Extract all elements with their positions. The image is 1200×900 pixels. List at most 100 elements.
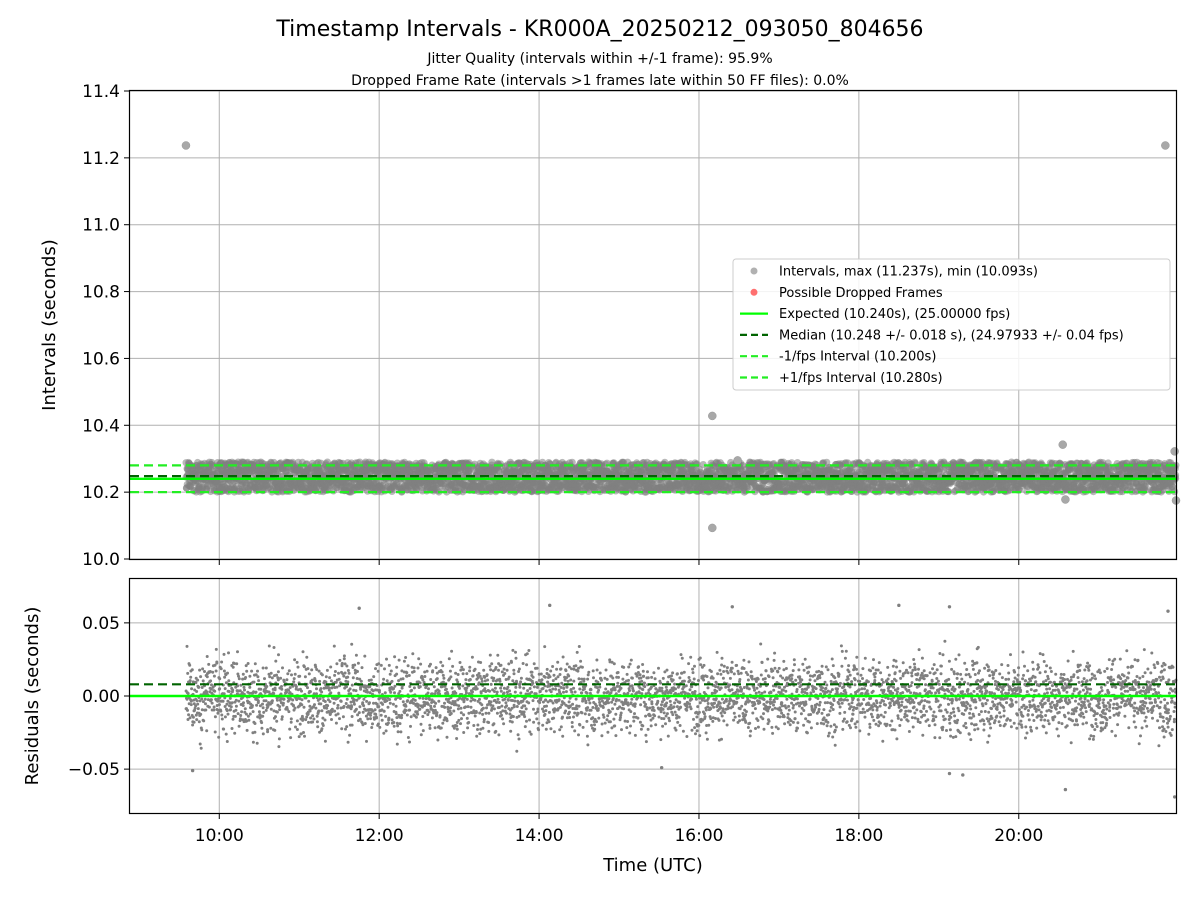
- residual-point: [294, 725, 297, 729]
- residual-point: [230, 701, 234, 705]
- residual-point: [227, 690, 231, 693]
- residual-point: [306, 686, 309, 690]
- residual-point: [229, 708, 232, 712]
- residual-point: [311, 714, 315, 718]
- residual-point: [204, 708, 208, 712]
- residual-point: [195, 690, 199, 693]
- residual-point: [281, 701, 285, 705]
- chart-subtitle-jitter: Jitter Quality (intervals within +/-1 fr…: [426, 51, 772, 67]
- residual-point: [229, 705, 233, 709]
- top-panel-ticks: 10.010.210.410.610.811.011.211.4: [82, 82, 130, 570]
- top-y-tick-label: 10.2: [82, 483, 120, 503]
- residual-point: [198, 668, 202, 672]
- residual-point: [241, 704, 245, 707]
- residual-point: [301, 650, 305, 654]
- residual-point: [237, 699, 241, 703]
- residual-point: [303, 675, 307, 679]
- residual-point: [226, 671, 229, 675]
- residual-point: [255, 703, 259, 707]
- residual-point: [247, 718, 251, 722]
- residual-point: [205, 690, 209, 694]
- residual-point: [280, 685, 283, 688]
- residual-point: [315, 687, 318, 691]
- residual-point: [272, 646, 276, 649]
- residual-point: [242, 685, 246, 689]
- residual-point: [205, 655, 209, 658]
- residual-point: [273, 728, 277, 732]
- residual-point: [244, 676, 248, 679]
- residual-point: [191, 723, 195, 727]
- chart-title: Timestamp Intervals - KR000A_20250212_09…: [275, 17, 923, 42]
- residual-point: [286, 672, 290, 676]
- residual-point: [280, 687, 284, 691]
- residual-point: [241, 672, 245, 676]
- residual-point: [288, 686, 292, 690]
- chart-subtitle-dropped: Dropped Frame Rate (intervals >1 frames …: [351, 73, 849, 89]
- residual-point: [298, 674, 302, 678]
- residual-point: [306, 667, 310, 671]
- residual-point: [307, 699, 311, 703]
- residual-point: [285, 678, 289, 682]
- residual-point: [220, 717, 224, 721]
- residual-point: [293, 658, 297, 662]
- residual-point: [196, 678, 200, 682]
- residual-point: [289, 717, 293, 721]
- residual-point: [257, 710, 261, 714]
- residual-point: [261, 706, 265, 710]
- residual-point: [186, 692, 190, 695]
- residual-point: [237, 677, 241, 681]
- residual-point: [261, 732, 265, 736]
- residual-point: [209, 679, 213, 683]
- residual-point: [292, 680, 296, 684]
- residual-point: [234, 708, 238, 712]
- interval-outlier-point: [181, 141, 191, 150]
- residual-point: [222, 652, 226, 656]
- top-y-tick-label: 10.4: [82, 416, 120, 436]
- residual-point: [204, 702, 207, 706]
- residual-point: [248, 674, 252, 678]
- residual-point: [261, 666, 265, 670]
- residual-point: [298, 722, 302, 726]
- residual-point: [187, 713, 191, 717]
- residual-point: [236, 650, 239, 654]
- residual-point: [240, 710, 244, 714]
- residual-point: [230, 727, 234, 730]
- residual-point: [185, 644, 189, 648]
- residual-point: [220, 660, 224, 664]
- residual-point: [288, 727, 292, 731]
- residual-point: [267, 644, 271, 648]
- residual-point: [293, 706, 297, 710]
- residual-point: [314, 706, 318, 710]
- residual-point: [219, 667, 223, 671]
- residual-point: [256, 699, 260, 703]
- residual-point: [251, 740, 255, 744]
- residual-point: [207, 662, 211, 666]
- residual-point: [289, 720, 293, 724]
- residual-point: [293, 672, 297, 676]
- residual-point: [207, 705, 211, 709]
- residual-point: [287, 669, 291, 673]
- residual-point: [222, 692, 226, 696]
- residual-point: [223, 715, 227, 719]
- residual-point: [223, 687, 227, 691]
- residual-point: [277, 737, 281, 741]
- residual-point: [246, 662, 250, 665]
- residual-point: [221, 699, 225, 703]
- residual-point: [227, 679, 231, 683]
- residual-point: [256, 669, 259, 673]
- residual-point: [242, 701, 245, 705]
- residual-point: [301, 717, 305, 721]
- residual-point: [212, 708, 216, 712]
- residual-point: [270, 699, 274, 703]
- residual-point: [269, 707, 273, 711]
- residual-point: [210, 701, 214, 705]
- residual-point: [300, 703, 304, 707]
- top-y-axis-label: Intervals (seconds): [39, 239, 60, 411]
- residual-point: [254, 690, 258, 694]
- residual-point: [219, 709, 223, 713]
- residual-point: [256, 675, 260, 679]
- residual-point: [287, 710, 291, 714]
- residual-point: [310, 678, 314, 682]
- residual-point: [270, 676, 274, 680]
- residual-point: [307, 672, 311, 676]
